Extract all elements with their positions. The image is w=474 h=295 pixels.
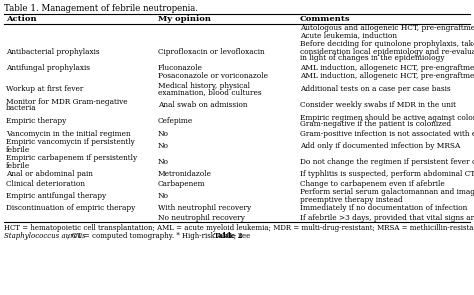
Text: Antibacterial prophylaxis: Antibacterial prophylaxis: [6, 47, 100, 55]
Text: Empiric vancomycin if persistently: Empiric vancomycin if persistently: [6, 138, 135, 147]
Text: Anal or abdominal pain: Anal or abdominal pain: [6, 171, 93, 178]
Text: With neutrophil recovery: With neutrophil recovery: [158, 204, 251, 212]
Text: Clinical deterioration: Clinical deterioration: [6, 179, 85, 188]
Text: HCT = hematopoietic cell transplantation; AML = acute myeloid leukemia; MDR = mu: HCT = hematopoietic cell transplantation…: [4, 224, 474, 232]
Text: No neutrophil recovery: No neutrophil recovery: [158, 214, 245, 222]
Text: consideration local epidemiology and re-evaluate periodically: consideration local epidemiology and re-…: [300, 47, 474, 55]
Text: AML induction, allogeneic HCT, pre-engraftment, high risk*: AML induction, allogeneic HCT, pre-engra…: [300, 73, 474, 81]
Text: ; CT = computed tomography. * High-risk AML; see: ; CT = computed tomography. * High-risk …: [67, 232, 253, 240]
Text: Anal swab on admission: Anal swab on admission: [158, 101, 247, 109]
Text: Metronidazole: Metronidazole: [158, 171, 212, 178]
Text: Gram-positive infection is not associated with early death: Gram-positive infection is not associate…: [300, 130, 474, 137]
Text: No: No: [158, 158, 169, 166]
Text: Carbapenem: Carbapenem: [158, 179, 206, 188]
Text: No: No: [158, 142, 169, 150]
Text: My opinion: My opinion: [158, 15, 211, 23]
Text: Empiric regimen should be active against colonizing MDR: Empiric regimen should be active against…: [300, 114, 474, 122]
Text: If typhlitis is suspected, perform abdominal CT scan: If typhlitis is suspected, perform abdom…: [300, 171, 474, 178]
Text: febrile: febrile: [6, 161, 30, 170]
Text: Posaconazole or voriconazole: Posaconazole or voriconazole: [158, 73, 268, 81]
Text: Empiric therapy: Empiric therapy: [6, 117, 66, 125]
Text: Vancomycin in the initial regimen: Vancomycin in the initial regimen: [6, 130, 131, 137]
Text: Table 2: Table 2: [214, 232, 243, 240]
Text: Empiric antifungal therapy: Empiric antifungal therapy: [6, 192, 106, 200]
Text: bacteria: bacteria: [6, 104, 36, 112]
Text: febrile: febrile: [6, 145, 30, 153]
Text: Table 1. Management of febrile neutropenia.: Table 1. Management of febrile neutropen…: [4, 4, 198, 13]
Text: AML induction, allogeneic HCT, pre-engraftment, low risk*: AML induction, allogeneic HCT, pre-engra…: [300, 63, 474, 71]
Text: Fluconazole: Fluconazole: [158, 63, 203, 71]
Text: Gram-negative if the patient is colonized: Gram-negative if the patient is colonize…: [300, 120, 451, 129]
Text: Perform serial serum galactomannan and images, and give: Perform serial serum galactomannan and i…: [300, 189, 474, 196]
Text: Add only if documented infection by MRSA: Add only if documented infection by MRSA: [300, 142, 460, 150]
Text: Consider weekly swabs if MDR in the unit: Consider weekly swabs if MDR in the unit: [300, 101, 456, 109]
Text: Action: Action: [6, 15, 36, 23]
Text: Immediately if no documentation of infection: Immediately if no documentation of infec…: [300, 204, 467, 212]
Text: Acute leukemia, induction: Acute leukemia, induction: [300, 32, 397, 40]
Text: If afebrile >3 days, provided that vital signs are normal: If afebrile >3 days, provided that vital…: [300, 214, 474, 222]
Text: Autologous and allogeneic HCT, pre-engraftment: Autologous and allogeneic HCT, pre-engra…: [300, 24, 474, 32]
Text: Workup at first fever: Workup at first fever: [6, 85, 83, 93]
Text: Additional tests on a case per case basis: Additional tests on a case per case basi…: [300, 85, 451, 93]
Text: Comments: Comments: [300, 15, 351, 23]
Text: examination, blood cultures: examination, blood cultures: [158, 88, 262, 96]
Text: Empiric carbapenem if persistently: Empiric carbapenem if persistently: [6, 155, 137, 163]
Text: Change to carbapenem even if afebrile: Change to carbapenem even if afebrile: [300, 179, 445, 188]
Text: Medical history, physical: Medical history, physical: [158, 81, 250, 89]
Text: preemptive therapy instead: preemptive therapy instead: [300, 196, 403, 204]
Text: Antifungal prophylaxis: Antifungal prophylaxis: [6, 63, 90, 71]
Text: Staphylococcus aureus: Staphylococcus aureus: [4, 232, 86, 240]
Text: Do not change the regimen if persistent fever only: Do not change the regimen if persistent …: [300, 158, 474, 166]
Text: Discontinuation of empiric therapy: Discontinuation of empiric therapy: [6, 204, 135, 212]
Text: Monitor for MDR Gram-negative: Monitor for MDR Gram-negative: [6, 98, 128, 106]
Text: No: No: [158, 192, 169, 200]
Text: No: No: [158, 130, 169, 137]
Text: Cefepime: Cefepime: [158, 117, 193, 125]
Text: Before deciding for quinolone prophylaxis, take into: Before deciding for quinolone prophylaxi…: [300, 40, 474, 48]
Text: Ciprofloxacin or levofloxacin: Ciprofloxacin or levofloxacin: [158, 47, 264, 55]
Text: .: .: [238, 232, 241, 240]
Text: in light of changes in the epidemiology: in light of changes in the epidemiology: [300, 55, 445, 63]
